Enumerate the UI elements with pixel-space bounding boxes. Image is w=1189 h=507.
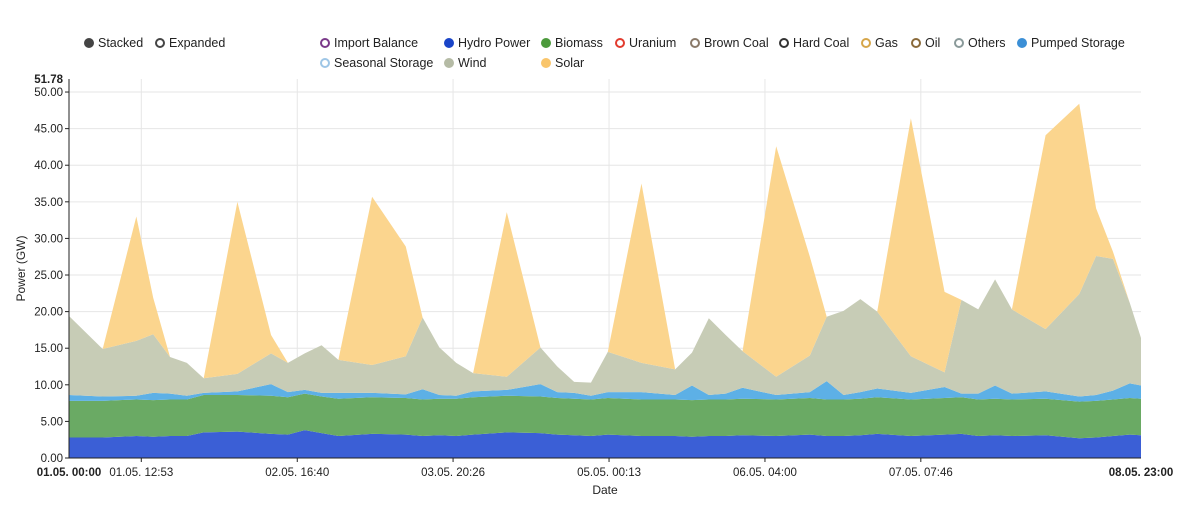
stacked-mode-toggle[interactable]: Stacked: [84, 36, 143, 50]
legend-item-brown-coal[interactable]: Brown Coal: [690, 36, 769, 50]
uranium-marker-icon: [615, 38, 625, 48]
area-pumped-storage: [69, 381, 1141, 402]
legend-label-seasonal-storage: Seasonal Storage: [334, 56, 434, 70]
legend-item-gas[interactable]: Gas: [861, 36, 898, 50]
x-tick-label: 03.05. 20:26: [421, 467, 485, 479]
area-wind: [69, 255, 1141, 397]
y-tick-label: 35.00: [34, 197, 63, 209]
legend-item-others[interactable]: Others: [954, 36, 1006, 50]
area-hydro-power: [69, 430, 1141, 458]
stacked-radio-icon: [84, 38, 94, 48]
oil-marker-icon: [911, 38, 921, 48]
wind-marker-icon: [444, 58, 454, 68]
legend-item-oil[interactable]: Oil: [911, 36, 940, 50]
legend-label-wind: Wind: [458, 56, 487, 70]
legend-label-others: Others: [968, 36, 1006, 50]
others-marker-icon: [954, 38, 964, 48]
seasonal-storage-marker-icon: [320, 58, 330, 68]
legend-item-seasonal-storage[interactable]: Seasonal Storage: [320, 56, 433, 70]
hard-coal-marker-icon: [779, 38, 789, 48]
x-tick-label: 07.05. 07:46: [889, 467, 953, 479]
x-tick-label: 01.05. 12:53: [109, 467, 173, 479]
hydro-power-marker-icon: [444, 38, 454, 48]
y-tick-label: 10.00: [34, 380, 63, 392]
biomass-marker-icon: [541, 38, 551, 48]
y-tick-label: 5.00: [41, 416, 63, 428]
x-end-label: 08.05. 23:00: [1109, 467, 1174, 479]
y-tick-label: 30.00: [34, 233, 63, 245]
legend-item-pumped-storage[interactable]: Pumped Storage: [1017, 36, 1125, 50]
y-axis-title: Power (GW): [14, 235, 28, 301]
area-biomass: [69, 393, 1141, 439]
legend-item-wind[interactable]: Wind: [444, 56, 486, 70]
expanded-radio-icon: [155, 38, 165, 48]
legend-item-solar[interactable]: Solar: [541, 56, 584, 70]
legend-label-hydro-power: Hydro Power: [458, 36, 531, 50]
legend-label-brown-coal: Brown Coal: [704, 36, 769, 50]
area-solar: [69, 103, 1141, 383]
gas-marker-icon: [861, 38, 871, 48]
legend-item-hydro-power[interactable]: Hydro Power: [444, 36, 530, 50]
legend-label-uranium: Uranium: [629, 36, 677, 50]
y-tick-label: 15.00: [34, 343, 63, 355]
expanded-mode-toggle[interactable]: Expanded: [155, 36, 225, 50]
y-tick-label: 25.00: [34, 270, 63, 282]
legend-label-gas: Gas: [875, 36, 898, 50]
legend-label-hard-coal: Hard Coal: [793, 36, 850, 50]
y-max-label: 51.78: [34, 74, 63, 86]
legend-label-pumped-storage: Pumped Storage: [1031, 36, 1125, 50]
legend-label-biomass: Biomass: [555, 36, 603, 50]
y-tick-label: 0.00: [41, 453, 63, 465]
stacked-mode-label: Stacked: [98, 36, 144, 50]
x-tick-label: 05.05. 00:13: [577, 467, 641, 479]
y-tick-label: 40.00: [34, 160, 63, 172]
legend-item-import-balance[interactable]: Import Balance: [320, 36, 418, 50]
legend-label-solar: Solar: [555, 56, 585, 70]
x-tick-label: 02.05. 16:40: [265, 467, 329, 479]
x-tick-label: 06.05. 04:00: [733, 467, 797, 479]
solar-marker-icon: [541, 58, 551, 68]
legend-label-oil: Oil: [925, 36, 941, 50]
legend-label-import-balance: Import Balance: [334, 36, 419, 50]
legend-item-uranium[interactable]: Uranium: [615, 36, 676, 50]
y-tick-label: 45.00: [34, 124, 63, 136]
expanded-mode-label: Expanded: [169, 36, 226, 50]
y-tick-label: 20.00: [34, 307, 63, 319]
x-axis-title: Date: [592, 483, 618, 497]
brown-coal-marker-icon: [690, 38, 700, 48]
x-start-label: 01.05. 00:00: [37, 467, 102, 479]
y-tick-label: 50.00: [34, 87, 63, 99]
legend-item-hard-coal[interactable]: Hard Coal: [779, 36, 849, 50]
import-balance-marker-icon: [320, 38, 330, 48]
pumped-storage-marker-icon: [1017, 38, 1027, 48]
legend-item-biomass[interactable]: Biomass: [541, 36, 603, 50]
